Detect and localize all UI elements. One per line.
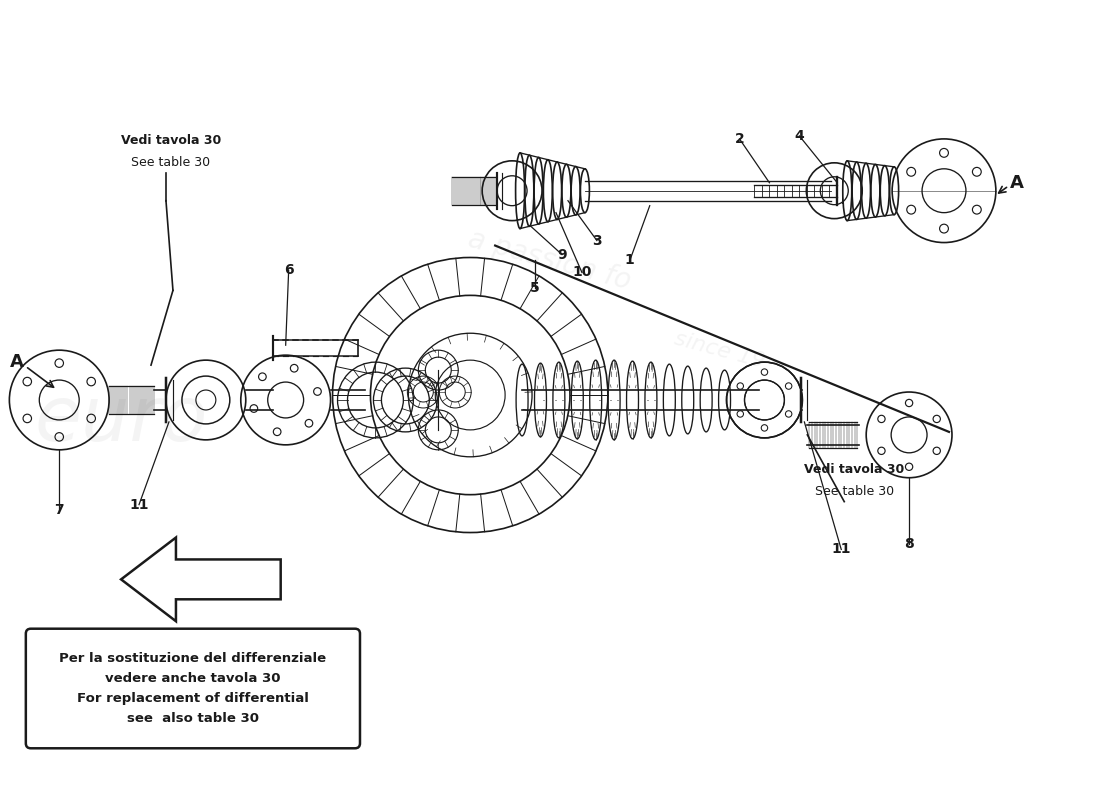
Text: 11: 11 [130, 498, 148, 512]
Text: See table 30: See table 30 [131, 156, 210, 170]
Text: 4: 4 [794, 129, 804, 143]
Text: a passion fo: a passion fo [465, 226, 635, 296]
Text: See table 30: See table 30 [815, 485, 894, 498]
Text: 7: 7 [54, 502, 64, 517]
Text: 5: 5 [530, 282, 540, 295]
Text: Vedi tavola 30: Vedi tavola 30 [804, 463, 904, 476]
Text: since 19: since 19 [672, 329, 767, 372]
Text: 8: 8 [904, 538, 914, 551]
Text: 2: 2 [735, 132, 745, 146]
Text: Vedi tavola 30: Vedi tavola 30 [121, 134, 221, 147]
Text: A: A [10, 353, 23, 371]
Text: euro: euro [34, 383, 208, 457]
Text: 11: 11 [832, 542, 851, 557]
Text: 9: 9 [558, 247, 566, 262]
FancyBboxPatch shape [25, 629, 360, 748]
Text: Per la sostituzione del differenziale
vedere anche tavola 30
For replacement of : Per la sostituzione del differenziale ve… [59, 652, 327, 725]
Text: 3: 3 [592, 234, 602, 247]
Text: 6: 6 [284, 263, 294, 278]
Text: 10: 10 [572, 266, 592, 279]
Text: A: A [1010, 174, 1024, 192]
Polygon shape [121, 538, 280, 622]
Text: 1: 1 [625, 254, 635, 267]
